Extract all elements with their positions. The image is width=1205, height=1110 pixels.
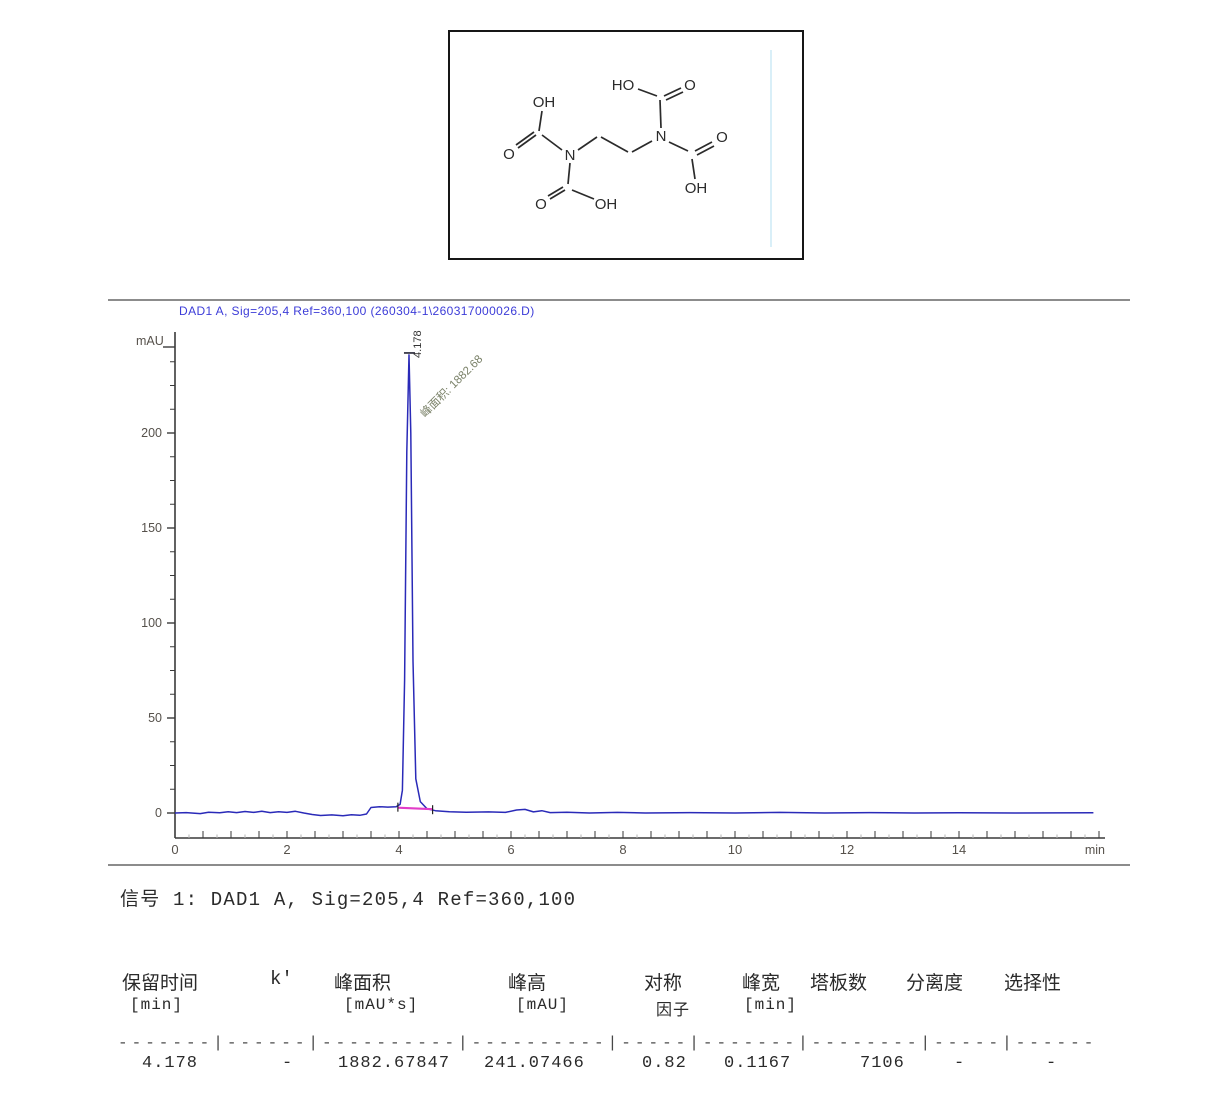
bond — [668, 141, 689, 152]
bond — [571, 189, 595, 200]
bond — [541, 134, 563, 151]
bond — [515, 131, 535, 146]
atom-label: N — [565, 147, 576, 164]
table-cell-8: - — [954, 1054, 966, 1073]
y-tick-label: 50 — [148, 711, 162, 725]
atom-label: OH — [685, 180, 708, 197]
signal-caption: 信号 1: DAD1 A, Sig=205,4 Ref=360,100 — [120, 889, 577, 911]
table-cell-4: 241.07466 — [484, 1054, 585, 1073]
atom-label: O — [535, 196, 547, 213]
y-tick-label: 100 — [141, 616, 162, 630]
signal-trace — [174, 354, 1094, 817]
x-tick-label: 14 — [952, 842, 966, 857]
y-tick-label: 200 — [141, 426, 162, 440]
bond — [659, 99, 662, 129]
table-cell-6: 0.1167 — [724, 1054, 792, 1073]
peak-rt-label: 4.178 — [412, 330, 424, 358]
x-tick-label: 4 — [395, 842, 402, 857]
atom-label: O — [716, 129, 728, 146]
bond — [691, 158, 696, 180]
top-divider — [108, 299, 1130, 301]
y-tick-label: 150 — [141, 521, 162, 535]
bond — [547, 186, 564, 197]
bond — [567, 162, 571, 185]
atom-label: N — [656, 128, 667, 145]
integration-baseline — [397, 806, 433, 811]
table-header-4: 峰高 — [508, 973, 547, 995]
bond — [600, 136, 629, 153]
bond — [663, 87, 682, 97]
table-header-5: 对称 — [644, 973, 683, 995]
table-header-9: 选择性 — [1004, 973, 1062, 995]
table-subheader-1: [min] — [130, 996, 184, 1014]
x-axis-unit-label: min — [1085, 843, 1105, 857]
table-header-2: k' — [270, 968, 293, 990]
y-tick-label: 0 — [155, 806, 162, 820]
y-axis-unit-label: mAU — [136, 334, 164, 348]
atom-label: HO — [612, 77, 635, 94]
x-tick-label: 12 — [840, 842, 854, 857]
bond — [577, 136, 598, 151]
table-cell-2: - — [282, 1054, 294, 1073]
accent-line — [770, 50, 772, 247]
bottom-divider — [108, 864, 1130, 866]
structure-panel: OH O N O OH HO O N O OH — [448, 30, 804, 260]
atom-label: OH — [595, 196, 618, 213]
table-subheader-3: [mAU*s] — [344, 996, 419, 1014]
bond — [549, 189, 566, 200]
bond — [637, 88, 658, 97]
table-subheader-4: [mAU] — [516, 996, 570, 1014]
atom-label: OH — [533, 94, 556, 111]
atom-label: O — [503, 146, 515, 163]
table-header-7: 塔板数 — [810, 973, 868, 995]
peak-area-label: 峰面积: 1882.68 — [418, 353, 486, 421]
table-cell-3: 1882.67847 — [338, 1054, 451, 1073]
x-tick-label: 8 — [619, 842, 626, 857]
table-separator: -------|------|----------|----------|---… — [118, 1034, 1098, 1052]
atom-label: O — [684, 77, 696, 94]
edta-structure-diagram: OH O N O OH HO O N O OH — [503, 77, 728, 213]
table-header-8: 分离度 — [906, 973, 964, 995]
table-header-3: 峰面积 — [334, 973, 392, 995]
bond — [694, 141, 713, 152]
table-header-6: 峰宽 — [742, 973, 781, 995]
x-tick-label: 0 — [171, 842, 178, 857]
chromatogram-title: DAD1 A, Sig=205,4 Ref=360,100 (260304-1\… — [179, 304, 535, 318]
bond — [517, 134, 537, 149]
table-header-1: 保留时间 — [122, 973, 199, 995]
x-tick-label: 2 — [283, 842, 290, 857]
table-cell-7: 7106 — [860, 1054, 905, 1073]
table-cell-5: 0.82 — [642, 1054, 687, 1073]
bond — [631, 140, 653, 153]
x-tick-label: 6 — [507, 842, 514, 857]
table-cell-1: 4.178 — [142, 1054, 199, 1073]
table-subheader-6: [min] — [744, 996, 798, 1014]
table-cell-9: - — [1046, 1054, 1058, 1073]
table-subheader-5: 因子 — [656, 1002, 691, 1020]
bond — [538, 110, 543, 132]
bond — [665, 91, 684, 101]
bond — [696, 145, 715, 156]
x-tick-label: 10 — [728, 842, 742, 857]
